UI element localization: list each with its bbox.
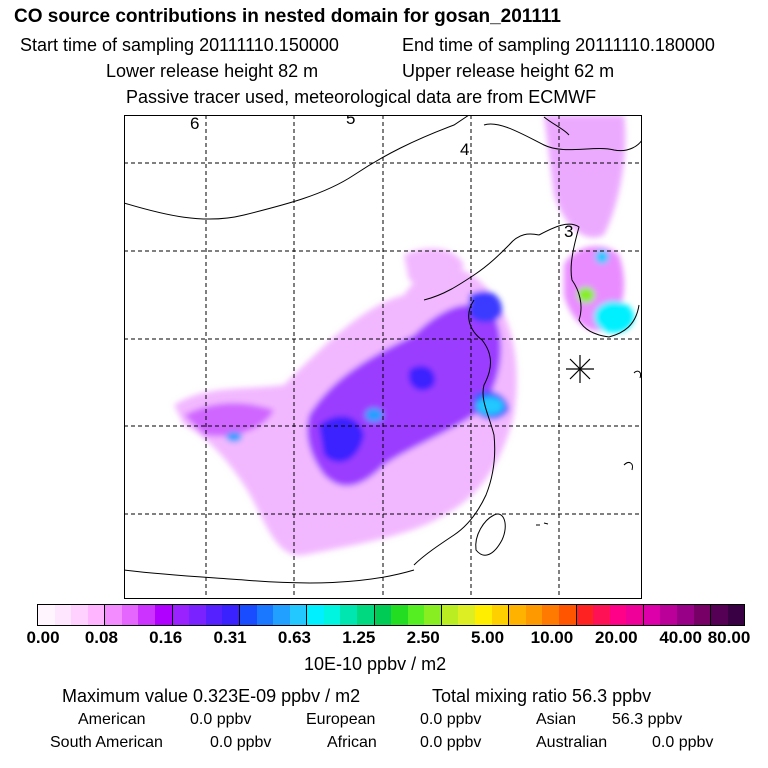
- start-time-label: Start time of sampling 20111110.150000: [20, 35, 339, 55]
- colorbar-cell: [727, 605, 745, 625]
- colorbar-cell: [87, 605, 106, 625]
- colorbar-tick-label: 10.00: [530, 628, 574, 647]
- contrib-name-australian: Australian: [536, 734, 608, 751]
- field-blue-core-4: [409, 365, 435, 391]
- colorbar-cell: [542, 605, 559, 625]
- colorbar-cell: [576, 605, 594, 625]
- lower-release-label: Lower release height 82 m: [106, 61, 319, 81]
- colorbar-cell: [676, 605, 694, 625]
- hotspot-seoul: [577, 287, 595, 303]
- colorbar-cell: [340, 605, 357, 625]
- field-blue-core-1: [319, 416, 364, 463]
- contrib-value-asian: 56.3 ppbv: [612, 711, 683, 728]
- hotspot-shanghai: [476, 397, 504, 415]
- colorbar-cell: [239, 605, 257, 625]
- chart-title: CO source contributions in nested domain…: [14, 6, 561, 27]
- contrib-value-australian: 0.0 ppbv: [652, 734, 714, 751]
- region-label-3: 3: [564, 222, 573, 241]
- colorbar-cell: [458, 605, 476, 625]
- coastlines: [124, 115, 642, 584]
- colorbar-tick-label: 20.00: [594, 628, 638, 647]
- colorbar-cell: [509, 605, 526, 625]
- colorbar-cell: [374, 605, 392, 625]
- total-mixing-label: Total mixing ratio 56.3 ppbv: [432, 686, 652, 706]
- colorbar-tick-label: 5.00: [470, 628, 505, 647]
- colorbar-cell: [105, 605, 122, 625]
- region-label-4: 4: [460, 140, 469, 159]
- concentration-field: [174, 115, 634, 556]
- colorbar-tick-label: 0.63: [277, 628, 311, 647]
- colorbar-tick-label: 1.25: [342, 628, 376, 647]
- colorbar-cell: [525, 605, 543, 625]
- hotspot-central: [365, 408, 383, 422]
- colorbar-cell: [121, 605, 139, 625]
- tracer-label: Passive tracer used, meteorological data…: [126, 87, 597, 107]
- colorbar: [37, 604, 745, 626]
- contrib-name-south-american: South American: [50, 734, 163, 751]
- upper-release-label: Upper release height 62 m: [402, 61, 615, 81]
- contrib-value-european: 0.0 ppbv: [420, 711, 482, 728]
- colorbar-cell: [593, 605, 610, 625]
- contrib-name-african: African: [327, 734, 377, 751]
- colorbar-cell: [189, 605, 206, 625]
- colorbar-cell: [711, 605, 728, 625]
- colorbar-cell: [273, 605, 290, 625]
- contrib-name-asian: Asian: [536, 711, 577, 728]
- max-value-label: Maximum value 0.323E-09 ppbv / m2: [62, 686, 361, 706]
- colorbar-cell: [307, 605, 324, 625]
- colorbar-tick-label: 0.16: [149, 628, 183, 647]
- colorbar-cell: [172, 605, 190, 625]
- colorbar-tick-label: 40.00: [659, 628, 702, 647]
- contrib-value-african: 0.0 ppbv: [420, 734, 482, 751]
- colorbar-cell: [256, 605, 274, 625]
- colorbar-cell: [407, 605, 425, 625]
- colorbar-cell: [205, 605, 223, 625]
- hotspot-korea-north: [595, 250, 609, 264]
- region-label-6: 6: [190, 115, 199, 133]
- colorbar-cell: [693, 605, 712, 625]
- contrib-name-american: American: [78, 711, 146, 728]
- colorbar-cell: [38, 605, 55, 625]
- contrib-name-european: European: [306, 711, 376, 728]
- end-time-label: End time of sampling 20111110.180000: [402, 35, 715, 55]
- colorbar-cell: [289, 605, 308, 625]
- colorbar-cell: [155, 605, 173, 625]
- colorbar-cell: [424, 605, 442, 625]
- colorbar-tick-label: 0.00: [26, 628, 60, 647]
- colorbar-tick-label: 80.00: [707, 628, 751, 647]
- colorbar-cell: [643, 605, 661, 625]
- colorbar-cell: [491, 605, 510, 625]
- colorbar-cell: [558, 605, 577, 625]
- colorbar-tick-label: 0.31: [213, 628, 247, 647]
- colorbar-tick-label: 0.08: [84, 628, 118, 647]
- field-north-blob: [404, 248, 464, 285]
- colorbar-cell: [475, 605, 492, 625]
- colorbar-cell: [609, 605, 627, 625]
- map-gridlines: [124, 115, 642, 599]
- colorbar-cell: [138, 605, 156, 625]
- receptor-star-icon: [566, 355, 594, 383]
- colorbar-cell: [441, 605, 459, 625]
- map-panel: 6 5 4 3: [124, 115, 642, 599]
- colorbar-cell: [222, 605, 240, 625]
- colorbar-cell: [71, 605, 88, 625]
- colorbar-cell: [323, 605, 341, 625]
- hotspot-west: [226, 432, 242, 442]
- colorbar-cell: [54, 605, 72, 625]
- colorbar-cell: [660, 605, 677, 625]
- units-label: 10E-10 ppbv / m2: [304, 654, 447, 674]
- contrib-value-south-american: 0.0 ppbv: [210, 734, 272, 751]
- region-label-5: 5: [346, 115, 355, 128]
- colorbar-tick-label: 2.50: [406, 628, 440, 647]
- colorbar-cell: [356, 605, 375, 625]
- field-topright: [544, 115, 626, 238]
- colorbar-cell: [626, 605, 644, 625]
- hotspot-korea: [594, 301, 634, 333]
- colorbar-cell: [391, 605, 408, 625]
- contrib-value-american: 0.0 ppbv: [190, 711, 252, 728]
- field-blue-core-2: [469, 291, 503, 323]
